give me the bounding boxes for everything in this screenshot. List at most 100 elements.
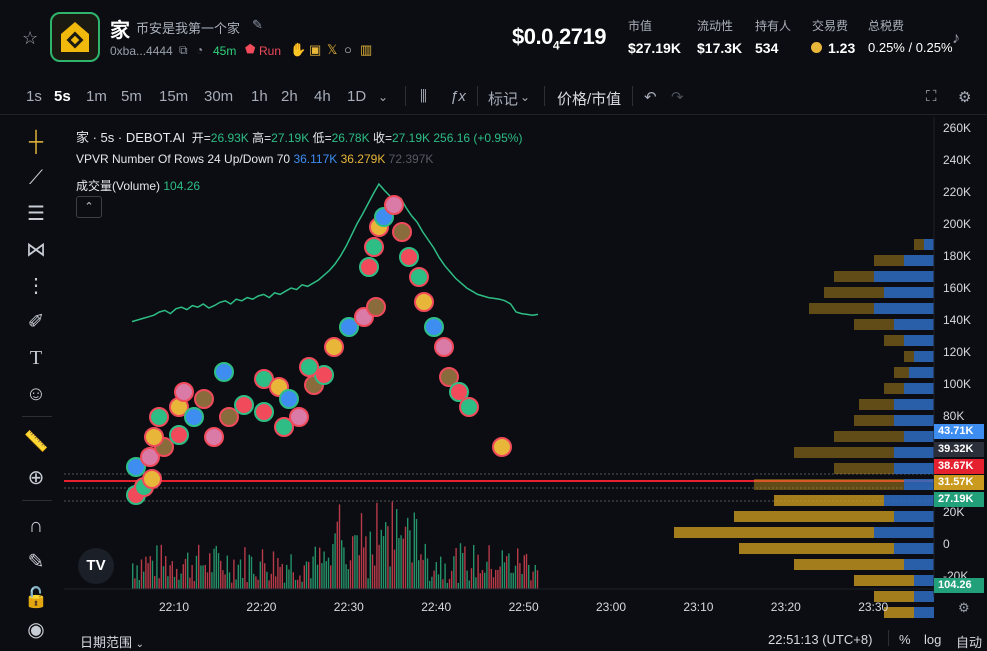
redo-icon[interactable]: ↷ bbox=[671, 89, 684, 106]
timeframe-dropdown-icon[interactable]: ⌄ bbox=[378, 90, 389, 104]
copy-icon[interactable]: ⧉ bbox=[179, 43, 188, 57]
marks-dropdown-icon[interactable]: ⌄ bbox=[520, 90, 531, 104]
x-twitter-icon[interactable]: 𝕏 bbox=[327, 42, 338, 57]
marks-button[interactable]: 标记 bbox=[488, 91, 519, 108]
volume-bars bbox=[132, 501, 539, 589]
volume-bar bbox=[413, 512, 415, 589]
volume-bar bbox=[459, 543, 462, 589]
volume-bar bbox=[382, 536, 385, 589]
timeframe-30m[interactable]: 30m bbox=[204, 88, 234, 105]
percent-toggle[interactable]: % bbox=[899, 632, 911, 647]
volume-bar bbox=[503, 562, 506, 589]
timeframe-4h[interactable]: 4h bbox=[314, 88, 331, 105]
favorite-star-icon[interactable]: ☆ bbox=[22, 28, 39, 48]
alert-bell-icon[interactable]: ♪ bbox=[952, 30, 960, 47]
undo-icon[interactable]: ↶ bbox=[644, 89, 657, 106]
timeframe-5m[interactable]: 5m bbox=[121, 88, 142, 105]
emoji-icon[interactable]: ☺ bbox=[25, 383, 47, 405]
volume-bar bbox=[160, 544, 162, 589]
trend-line-icon[interactable]: ⟋ bbox=[29, 167, 43, 189]
timeframe-1m[interactable]: 1m bbox=[86, 88, 107, 105]
price-mcap-toggle[interactable]: 价格/市值 bbox=[557, 91, 622, 108]
collapse-legend-button[interactable]: ⌃ bbox=[76, 196, 102, 218]
volume-bar bbox=[270, 573, 272, 589]
indicators-icon[interactable]: ƒx bbox=[450, 88, 466, 105]
volume-label: 成交量(Volume) bbox=[76, 179, 161, 193]
vpvr-down-bar bbox=[884, 607, 914, 618]
settings-gear-icon[interactable]: ⚙ bbox=[958, 89, 972, 106]
vpvr-up-bar bbox=[904, 255, 934, 266]
zoom-in-icon[interactable]: ⊕ bbox=[27, 467, 45, 489]
y-tick-label: 180K bbox=[943, 249, 972, 263]
vpvr-down-bar bbox=[774, 495, 884, 506]
timeframe-1h[interactable]: 1h bbox=[251, 88, 268, 105]
volume-bar bbox=[385, 522, 387, 589]
candle-type-icon[interactable]: ⫼ bbox=[420, 88, 427, 105]
market-cap-value: $27.19K bbox=[628, 40, 681, 56]
edit-icon[interactable]: ✎ bbox=[252, 17, 263, 32]
timeframe-1s[interactable]: 1s bbox=[26, 88, 42, 105]
robot-icon[interactable]: ▣ bbox=[309, 42, 322, 57]
lock-icon[interactable]: 🔓 bbox=[23, 587, 49, 609]
crosshair-icon[interactable]: ┼ bbox=[28, 131, 44, 153]
hand-icon[interactable]: ✋ bbox=[290, 42, 307, 57]
volume-bar bbox=[176, 568, 178, 589]
volume-bar bbox=[143, 571, 145, 589]
timeframe-2h[interactable]: 2h bbox=[281, 88, 298, 105]
volume-bar bbox=[369, 531, 371, 589]
volume-bar bbox=[173, 576, 176, 589]
open-label: 开= bbox=[191, 131, 211, 145]
trader-avatar-marker bbox=[299, 357, 319, 377]
vpvr-down-bar bbox=[794, 559, 904, 570]
trader-avatar-marker bbox=[219, 407, 239, 427]
volume-bar bbox=[162, 566, 165, 589]
vpvr-up-bar bbox=[894, 447, 934, 458]
volume-bar bbox=[530, 580, 532, 589]
volume-bar bbox=[422, 559, 424, 589]
measure-levels-icon[interactable]: ⋮ bbox=[26, 275, 46, 297]
timeframe-1d[interactable]: 1D bbox=[347, 88, 367, 105]
price-tag: 104.26 bbox=[934, 578, 984, 593]
volume-bar bbox=[195, 555, 198, 589]
book-icon[interactable]: ▥ bbox=[360, 42, 373, 57]
volume-bar bbox=[308, 561, 310, 589]
volume-bar bbox=[477, 554, 479, 589]
tradingview-logo[interactable]: TV bbox=[78, 548, 114, 584]
eye-icon[interactable]: ◉ bbox=[27, 619, 45, 641]
trader-avatar-marker bbox=[140, 447, 160, 467]
token-age: 45m bbox=[213, 44, 237, 58]
text-tool-icon[interactable]: T bbox=[29, 347, 43, 369]
timeframe-15m[interactable]: 15m bbox=[159, 88, 189, 105]
date-range-button[interactable]: 日期范围 ⌄ bbox=[80, 635, 145, 650]
volume-bar bbox=[261, 549, 264, 589]
volume-bar bbox=[431, 576, 433, 589]
log-toggle[interactable]: log bbox=[924, 632, 942, 647]
volume-bar bbox=[206, 572, 209, 589]
trader-avatar-marker bbox=[434, 337, 454, 357]
x-tick-label: 23:00 bbox=[596, 600, 627, 614]
timeframe-5s[interactable]: 5s bbox=[54, 88, 71, 105]
vpvr-down-bar bbox=[834, 431, 904, 442]
search-icon[interactable]: ○ bbox=[344, 42, 352, 57]
auto-toggle[interactable]: 自动 bbox=[956, 635, 983, 650]
volume-bar bbox=[519, 563, 521, 589]
axis-settings-icon[interactable]: ⚙ bbox=[958, 600, 970, 615]
vpvr-down-bar bbox=[894, 367, 909, 378]
pattern-icon[interactable]: ⋈ bbox=[26, 239, 46, 261]
price-chart[interactable] bbox=[64, 117, 987, 627]
fib-lines-icon[interactable]: ☰ bbox=[27, 203, 45, 225]
volume-bar bbox=[429, 580, 431, 589]
brush-icon[interactable]: ✐ bbox=[27, 311, 45, 333]
volume-bar bbox=[532, 571, 534, 589]
trader-avatar-marker bbox=[439, 367, 459, 387]
volume-bar bbox=[193, 581, 195, 589]
y-tick-label: 260K bbox=[943, 121, 972, 135]
ruler-icon[interactable]: 📏 bbox=[23, 431, 49, 453]
magnet-icon[interactable]: ∩ bbox=[28, 515, 44, 537]
volume-bar bbox=[534, 565, 536, 589]
lock-drawing-icon[interactable]: ✎ bbox=[27, 551, 45, 573]
fullscreen-icon[interactable]: ⛶ bbox=[926, 88, 937, 105]
clock-readout: 22:51:13 (UTC+8) bbox=[768, 632, 873, 647]
y-tick-label: 0 bbox=[943, 537, 950, 551]
vpvr-up-bar bbox=[884, 287, 934, 298]
